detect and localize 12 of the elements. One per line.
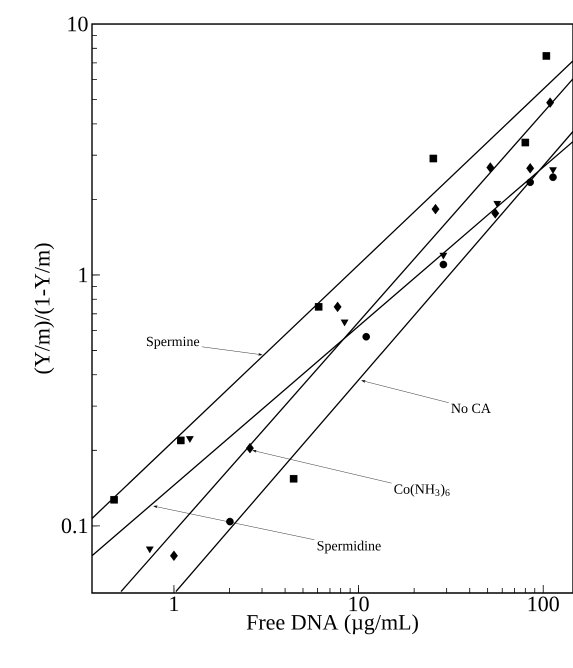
x-axis-title: Free DNA (µg/mL) — [246, 614, 418, 634]
x-tick-label: 10 — [350, 596, 369, 612]
annotation: Co(NH$_{3}$)$_{6}$ — [394, 484, 450, 497]
annotation: Spermidine — [318, 540, 381, 554]
y-tick-label: 1 — [79, 268, 88, 282]
y-tick-label: 10 — [68, 16, 88, 32]
annotation: Spermine — [146, 336, 200, 350]
x-tick-label: 1 — [170, 596, 178, 612]
y-axis-title: (Y/m)/(1-Y/m) — [34, 243, 54, 374]
annotation: No CA — [451, 404, 491, 414]
x-tick-label: 100 — [528, 596, 559, 612]
y-tick-label: 0.1 — [62, 518, 88, 534]
